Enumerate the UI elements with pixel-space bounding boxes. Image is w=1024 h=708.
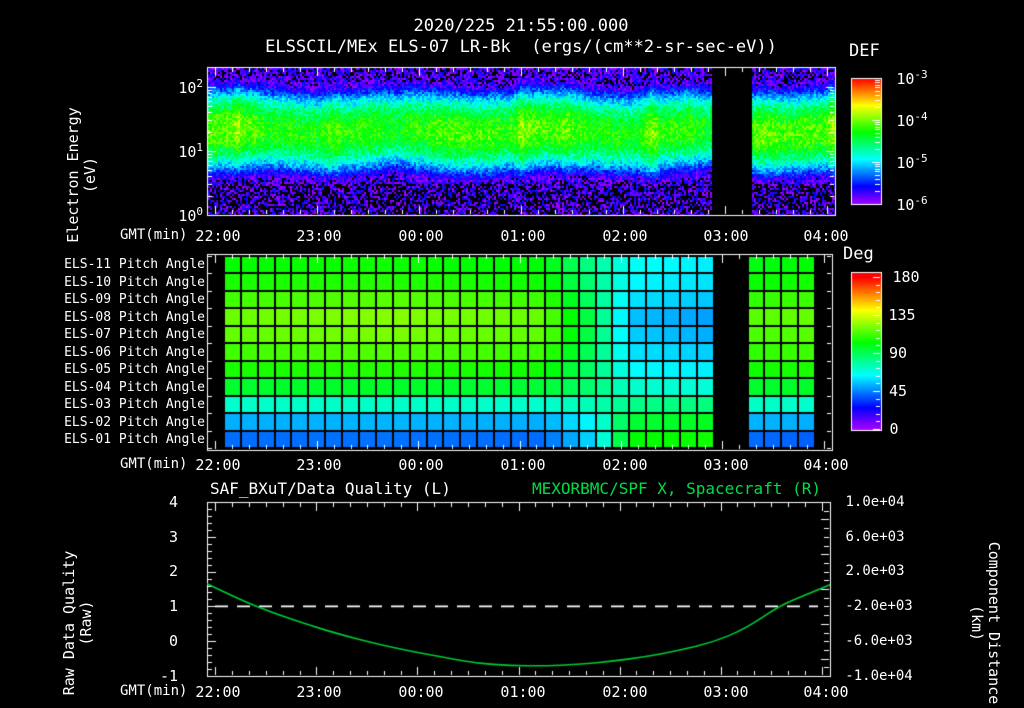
top-xtick-2300: 23:00 xyxy=(296,227,342,245)
middle-xtick-0200: 02:00 xyxy=(602,456,648,474)
top-ytick-10: 101 xyxy=(178,141,203,161)
row-label-els11: ELS-11 Pitch Angle xyxy=(64,257,205,272)
bottom-x-axis-label: GMT(min) xyxy=(120,683,188,699)
deg-colorbar-title: Deg xyxy=(843,244,874,264)
bottom-ytick-0: 0 xyxy=(168,632,178,650)
bottom-title-left: SAF_BXuT/Data Quality (L) xyxy=(210,479,451,498)
top-xtick-0100: 01:00 xyxy=(500,227,546,245)
middle-xtick-2200: 22:00 xyxy=(195,456,241,474)
bottom-rtick-6e3: 6.0e+03 xyxy=(845,529,905,545)
bottom-rtick-neg2e3: -2.0e+03 xyxy=(845,598,913,614)
row-label-els10: ELS-10 Pitch Angle xyxy=(64,275,205,290)
middle-xtick-0100: 01:00 xyxy=(500,456,546,474)
row-label-els03: ELS-03 Pitch Angle xyxy=(64,397,205,412)
bottom-xtick-0200: 02:00 xyxy=(602,683,648,701)
bottom-title-right: MEXORBMC/SPF X, Spacecraft (R) xyxy=(532,479,821,498)
row-label-els07: ELS-07 Pitch Angle xyxy=(64,327,205,342)
deg-tick-90: 90 xyxy=(888,344,908,362)
row-label-els04: ELS-04 Pitch Angle xyxy=(64,380,205,395)
deg-tick-45: 45 xyxy=(888,382,908,400)
top-xtick-0300: 03:00 xyxy=(703,227,749,245)
def-tick-1e-5: 10-5 xyxy=(896,152,928,172)
top-ytick-100: 102 xyxy=(178,77,203,97)
bottom-xtick-2300: 23:00 xyxy=(296,683,342,701)
row-label-els05: ELS-05 Pitch Angle xyxy=(64,362,205,377)
middle-xtick-2300: 23:00 xyxy=(296,456,342,474)
middle-xtick-0400: 04:00 xyxy=(803,456,849,474)
top-xtick-2200: 22:00 xyxy=(195,227,241,245)
page-title-instrument: ELSSCIL/MEx ELS-07 LR-Bk (ergs/(cm**2-sr… xyxy=(265,37,777,57)
deg-tick-0: 0 xyxy=(889,420,899,438)
bottom-rtick-neg6e3: -6.0e+03 xyxy=(845,633,913,649)
top-xtick-0000: 00:00 xyxy=(398,227,444,245)
bottom-ytick-1: 1 xyxy=(168,597,178,615)
deg-tick-135: 135 xyxy=(888,306,916,324)
def-tick-1e-3: 10-3 xyxy=(896,68,928,88)
bottom-ytick-neg1: -1 xyxy=(159,667,178,685)
bottom-ytick-2: 2 xyxy=(168,562,178,580)
row-label-els09: ELS-09 Pitch Angle xyxy=(64,292,205,307)
bottom-rtick-neg1e4: -1.0e+04 xyxy=(845,668,913,684)
deg-tick-180: 180 xyxy=(892,268,920,286)
middle-xtick-0300: 03:00 xyxy=(703,456,749,474)
top-ytick-1: 100 xyxy=(178,205,203,225)
row-label-els01: ELS-01 Pitch Angle xyxy=(64,432,205,447)
top-xtick-0200: 02:00 xyxy=(602,227,648,245)
bottom-xtick-0300: 03:00 xyxy=(703,683,749,701)
bottom-xtick-0100: 01:00 xyxy=(500,683,546,701)
top-y-axis-label: Electron Energy (eV) xyxy=(64,107,99,243)
row-label-els02: ELS-02 Pitch Angle xyxy=(64,415,205,430)
def-tick-1e-6: 10-6 xyxy=(896,194,928,214)
middle-x-axis-label: GMT(min) xyxy=(120,456,188,472)
bottom-ytick-4: 4 xyxy=(168,493,178,511)
bottom-left-y-axis-label: Raw Data Quality (Raw) xyxy=(60,550,95,696)
bottom-xtick-0400: 04:00 xyxy=(803,683,849,701)
bottom-xtick-2200: 22:00 xyxy=(195,683,241,701)
def-colorbar-title: DEF xyxy=(849,41,880,61)
top-x-axis-label: GMT(min) xyxy=(120,227,188,243)
bottom-rtick-2e3: 2.0e+03 xyxy=(845,563,905,579)
row-label-els06: ELS-06 Pitch Angle xyxy=(64,345,205,360)
row-label-els08: ELS-08 Pitch Angle xyxy=(64,310,205,325)
page-title-date: 2020/225 21:55:00.000 xyxy=(413,16,629,36)
bottom-ytick-3: 3 xyxy=(168,528,178,546)
bottom-xtick-0000: 00:00 xyxy=(398,683,444,701)
bottom-right-y-axis-label: Component Distance (km) xyxy=(968,541,1003,705)
def-tick-1e-4: 10-4 xyxy=(896,110,928,130)
top-xtick-0400: 04:00 xyxy=(803,227,849,245)
middle-xtick-0000: 00:00 xyxy=(398,456,444,474)
bottom-rtick-1e4: 1.0e+04 xyxy=(845,494,905,510)
